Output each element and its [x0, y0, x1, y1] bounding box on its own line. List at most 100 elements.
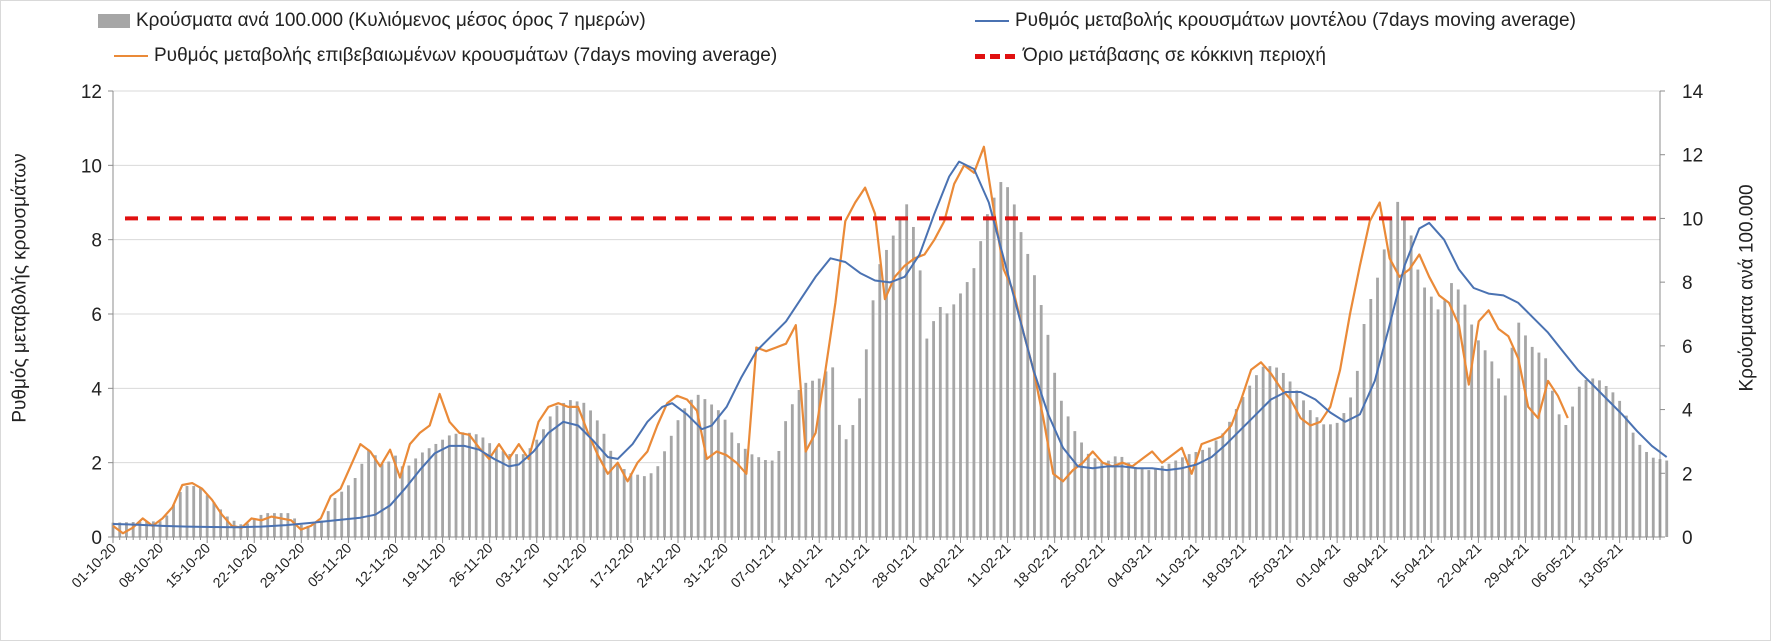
bar	[878, 264, 882, 537]
y-right-tick-label: 14	[1682, 82, 1704, 103]
bar	[1571, 406, 1574, 537]
bar	[1369, 298, 1373, 537]
bar	[1207, 447, 1211, 537]
x-tick-label: 17-12-20	[586, 540, 637, 591]
bar	[595, 420, 599, 537]
legend-label-bars: Κρούσματα ανά 100.000 (Κυλιόμενος μέσος …	[136, 10, 646, 31]
bar	[1255, 375, 1258, 537]
bar	[1355, 370, 1359, 537]
bar	[1362, 324, 1366, 537]
bar	[710, 404, 714, 537]
legend-label-confirmed: Ρυθμός μεταβολής επιβεβαιωμένων κρουσμάτ…	[154, 45, 778, 66]
y-left-tick-label: 0	[91, 528, 102, 549]
bar	[582, 402, 586, 537]
bar	[548, 416, 552, 537]
bar	[1598, 380, 1601, 537]
bar	[420, 452, 424, 537]
bar	[447, 435, 451, 537]
bar	[871, 300, 875, 537]
bar	[1133, 467, 1137, 537]
x-tick-label: 29-10-20	[257, 540, 308, 591]
legend-swatch-threshold	[975, 53, 1015, 59]
bar	[454, 433, 458, 537]
x-tick-label: 04-03-21	[1104, 540, 1155, 591]
x-tick-label: 28-01-21	[869, 540, 920, 591]
bar	[1443, 300, 1447, 537]
bar	[663, 451, 666, 537]
bar	[1584, 379, 1588, 537]
bar	[656, 466, 660, 537]
bar	[1490, 361, 1494, 537]
bar	[1389, 216, 1393, 537]
bar	[885, 249, 888, 538]
x-tick-label: 15-10-20	[162, 540, 213, 591]
y-right-tick-label: 0	[1682, 528, 1693, 549]
bar	[1093, 458, 1097, 537]
bar	[1476, 340, 1480, 537]
bar	[629, 473, 633, 537]
bar	[1530, 346, 1534, 537]
bar	[1026, 253, 1030, 538]
y-right-tick-label: 12	[1682, 146, 1703, 167]
bar	[1483, 350, 1487, 537]
x-tick-label: 22-04-21	[1434, 540, 1485, 591]
bar	[1053, 372, 1057, 537]
bar	[858, 398, 862, 537]
bar	[616, 464, 619, 537]
bar	[212, 502, 216, 537]
x-tick-label: 08-10-20	[115, 540, 166, 591]
bar	[1497, 378, 1500, 537]
bar	[737, 443, 740, 537]
bar	[1174, 460, 1178, 537]
bar	[373, 455, 377, 537]
x-tick-label: 04-02-21	[916, 540, 967, 591]
legend-swatch-confirmed	[114, 55, 148, 57]
bar	[669, 435, 673, 537]
x-tick-label: 10-12-20	[539, 540, 590, 591]
bar	[158, 521, 162, 537]
legend-item-threshold: Όριο μετάβασης σε κόκκινη περιοχή	[975, 45, 1326, 67]
bar	[838, 424, 841, 537]
bar	[676, 420, 680, 537]
bar	[864, 349, 868, 537]
bar	[1006, 187, 1009, 538]
bar	[1073, 431, 1077, 537]
bar	[824, 371, 828, 537]
bar	[1234, 409, 1238, 537]
bar	[1221, 433, 1225, 537]
bar	[508, 454, 512, 537]
bar	[965, 282, 969, 537]
bar	[1537, 352, 1541, 537]
bar	[501, 451, 505, 537]
y-left-tick-label: 12	[81, 82, 102, 103]
bar	[602, 433, 606, 537]
bar	[1281, 372, 1285, 537]
bar	[178, 491, 182, 537]
bar	[1396, 201, 1400, 538]
bar	[1154, 467, 1157, 537]
bar	[360, 463, 364, 537]
y-left-tick-label: 4	[91, 379, 102, 400]
bar	[770, 460, 774, 537]
x-tick-label: 12-11-20	[351, 540, 401, 590]
bar	[804, 382, 808, 537]
bar	[750, 454, 754, 537]
bar	[306, 525, 310, 537]
bar	[1080, 442, 1083, 537]
y-left-tick-label: 6	[91, 305, 102, 326]
bar	[609, 450, 613, 537]
bar	[690, 399, 693, 537]
bar	[347, 485, 350, 537]
bar	[488, 443, 492, 537]
bar	[1127, 462, 1131, 537]
bar	[542, 429, 545, 537]
bar	[1194, 451, 1198, 537]
bar	[1329, 424, 1332, 537]
bar	[353, 478, 357, 537]
bar	[723, 419, 727, 537]
bar	[535, 439, 539, 537]
bar	[293, 518, 297, 537]
bar	[817, 378, 821, 537]
bar	[320, 520, 323, 537]
